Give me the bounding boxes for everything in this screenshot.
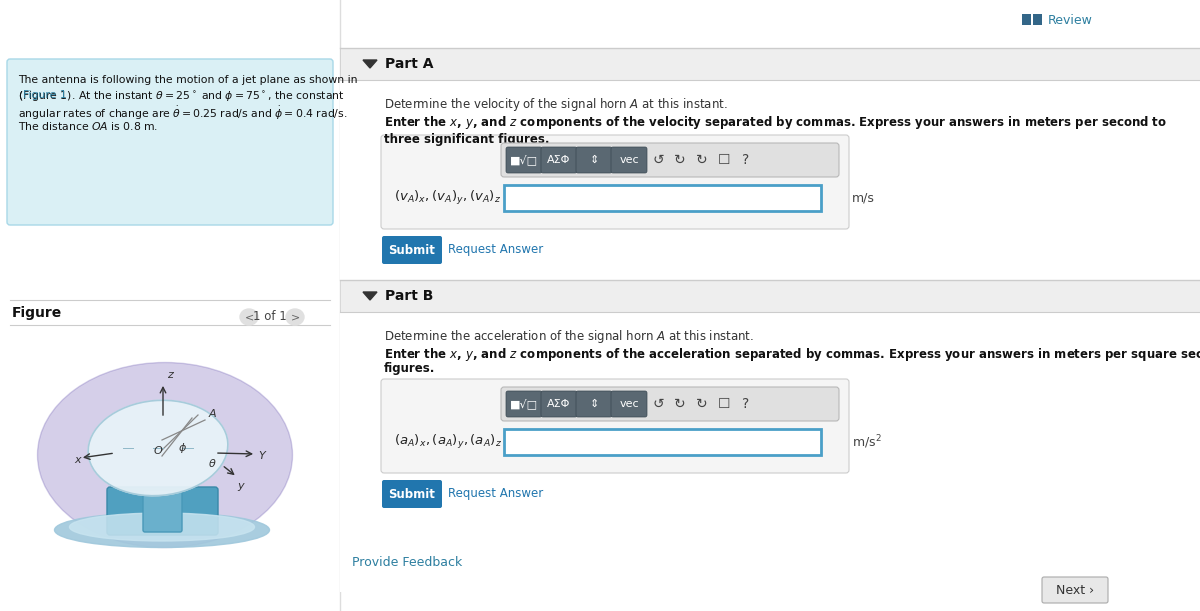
FancyBboxPatch shape	[382, 236, 442, 264]
Text: ↺: ↺	[652, 397, 664, 411]
Text: ?: ?	[743, 397, 750, 411]
Text: vec: vec	[619, 155, 638, 165]
Text: Provide Feedback: Provide Feedback	[352, 556, 462, 569]
FancyBboxPatch shape	[382, 480, 442, 508]
Text: ■√□: ■√□	[510, 398, 538, 409]
FancyBboxPatch shape	[611, 147, 647, 173]
Text: $x$: $x$	[74, 455, 83, 465]
Text: ?: ?	[743, 153, 750, 167]
Bar	[1033, 14, 1042, 25]
Text: $(v_A)_x, (v_A)_y, (v_A)_z =$: $(v_A)_x, (v_A)_y, (v_A)_z =$	[394, 189, 514, 207]
Text: $y$: $y$	[238, 481, 246, 493]
Text: Submit: Submit	[389, 488, 436, 500]
Text: angular rates of change are $\dot{\theta} = 0.25$ rad/s and $\dot{\phi} = 0.4$ r: angular rates of change are $\dot{\theta…	[18, 105, 348, 122]
Text: $\phi$: $\phi$	[178, 441, 187, 455]
Text: Enter the $x$, $y$, and $z$ components of the acceleration separated by commas. : Enter the $x$, $y$, and $z$ components o…	[384, 346, 1200, 363]
Text: ■√□: ■√□	[510, 155, 538, 166]
Ellipse shape	[54, 513, 270, 547]
Text: Determine the acceleration of the signal horn $A$ at this instant.: Determine the acceleration of the signal…	[384, 328, 754, 345]
Text: Request Answer: Request Answer	[448, 488, 544, 500]
Text: m/s$^2$: m/s$^2$	[852, 433, 882, 451]
Text: ☐: ☐	[718, 397, 731, 411]
Text: >: >	[290, 312, 300, 322]
Text: vec: vec	[619, 399, 638, 409]
Text: AΣΦ: AΣΦ	[547, 399, 571, 409]
Text: $(a_A)_x, (a_A)_y, (a_A)_z =$: $(a_A)_x, (a_A)_y, (a_A)_z =$	[394, 433, 515, 451]
Text: $\theta$: $\theta$	[208, 457, 216, 469]
FancyBboxPatch shape	[1042, 577, 1108, 603]
Text: ☐: ☐	[718, 153, 731, 167]
Text: $z$: $z$	[167, 370, 175, 380]
Text: Next ›: Next ›	[1056, 584, 1094, 596]
FancyBboxPatch shape	[107, 487, 218, 535]
Text: ↻: ↻	[696, 153, 708, 167]
Text: $Y$: $Y$	[258, 449, 268, 461]
Text: Enter the $x$, $y$, and $z$ components of the velocity separated by commas. Expr: Enter the $x$, $y$, and $z$ components o…	[384, 114, 1168, 146]
Ellipse shape	[286, 309, 304, 325]
Bar	[1022, 14, 1031, 25]
FancyBboxPatch shape	[506, 147, 542, 173]
Text: ⇕: ⇕	[589, 399, 599, 409]
Text: (: (	[18, 90, 22, 100]
FancyBboxPatch shape	[611, 391, 647, 417]
Bar	[340, 0, 1200, 611]
FancyBboxPatch shape	[541, 391, 577, 417]
FancyBboxPatch shape	[143, 490, 182, 532]
Text: The distance $OA$ is 0.8 m.: The distance $OA$ is 0.8 m.	[18, 120, 158, 132]
Text: Submit: Submit	[389, 244, 436, 257]
Text: $O$: $O$	[154, 444, 163, 456]
Bar	[340, 48, 1200, 80]
FancyBboxPatch shape	[576, 147, 612, 173]
Text: Determine the velocity of the signal horn $A$ at this instant.: Determine the velocity of the signal hor…	[384, 96, 727, 113]
Bar	[340, 80, 1200, 310]
Text: Part A: Part A	[385, 57, 433, 71]
FancyBboxPatch shape	[502, 387, 839, 421]
FancyBboxPatch shape	[506, 391, 542, 417]
Text: ↺: ↺	[652, 153, 664, 167]
Text: Request Answer: Request Answer	[448, 244, 544, 257]
Text: ⇕: ⇕	[589, 155, 599, 165]
Bar	[340, 312, 1200, 592]
Ellipse shape	[70, 513, 254, 541]
Bar	[504, 185, 821, 211]
Ellipse shape	[37, 362, 293, 547]
Text: $A$: $A$	[208, 407, 217, 419]
Polygon shape	[364, 60, 377, 68]
Text: Figure: Figure	[12, 306, 62, 320]
Text: m/s: m/s	[852, 191, 875, 205]
FancyBboxPatch shape	[502, 143, 839, 177]
Bar	[504, 429, 821, 455]
Text: The antenna is following the motion of a jet plane as shown in: The antenna is following the motion of a…	[18, 75, 358, 85]
FancyBboxPatch shape	[382, 379, 850, 473]
Ellipse shape	[240, 309, 258, 325]
Bar	[340, 280, 1200, 312]
FancyBboxPatch shape	[7, 59, 334, 225]
Text: Review: Review	[1048, 13, 1093, 26]
Text: (Figure 1). At the instant $\theta = 25^\circ$ and $\phi = 75^\circ$, the consta: (Figure 1). At the instant $\theta = 25^…	[18, 90, 344, 104]
Text: 1 of 1: 1 of 1	[253, 310, 287, 323]
Text: Figure 1: Figure 1	[23, 90, 67, 100]
FancyBboxPatch shape	[541, 147, 577, 173]
Ellipse shape	[88, 400, 228, 496]
Text: figures.: figures.	[384, 362, 436, 375]
Text: AΣΦ: AΣΦ	[547, 155, 571, 165]
Text: ↻: ↻	[696, 397, 708, 411]
Polygon shape	[364, 292, 377, 300]
Text: <: <	[245, 312, 253, 322]
FancyBboxPatch shape	[576, 391, 612, 417]
FancyBboxPatch shape	[382, 135, 850, 229]
Text: ↻: ↻	[674, 397, 686, 411]
Text: ↻: ↻	[674, 153, 686, 167]
Text: Part B: Part B	[385, 289, 433, 303]
